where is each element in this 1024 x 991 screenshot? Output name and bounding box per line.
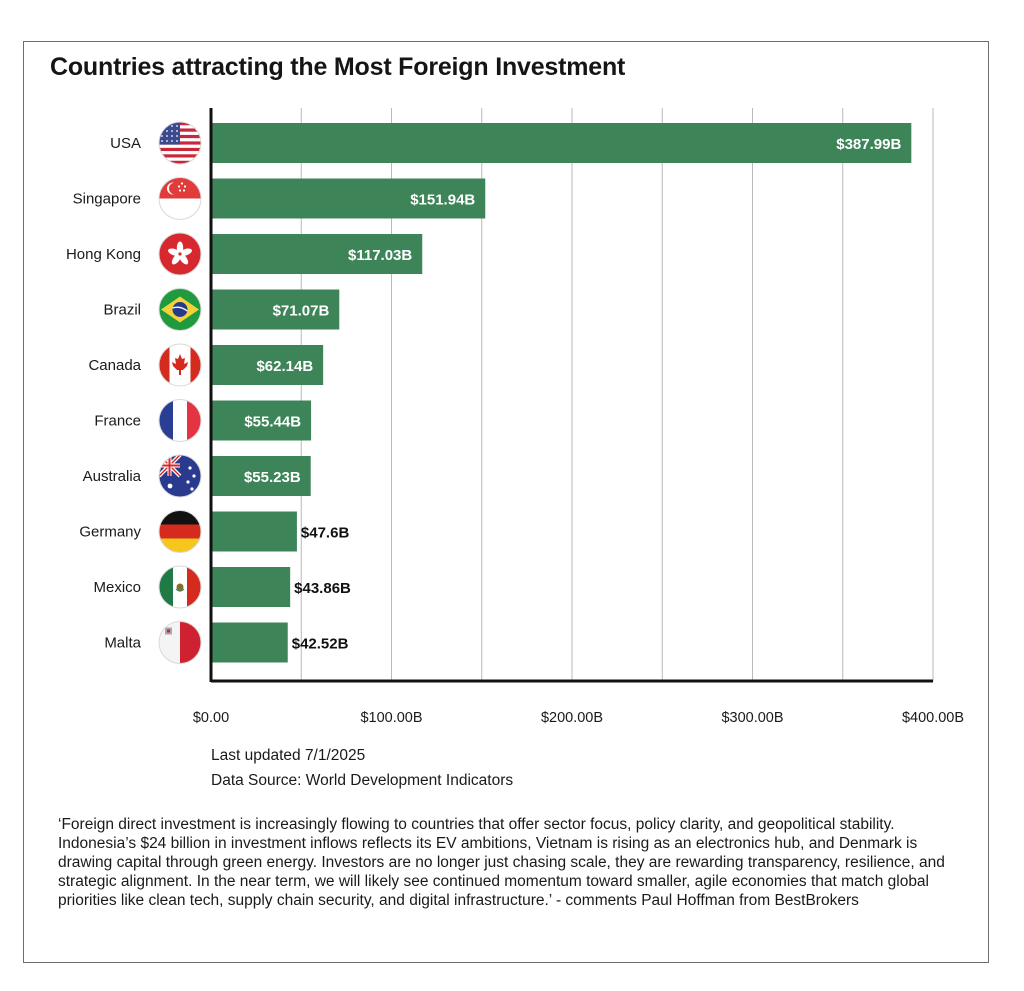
x-tick-label: $200.00B (541, 710, 603, 726)
data-source-note: Data Source: World Development Indicator… (211, 772, 514, 789)
france-flag-icon (158, 399, 202, 442)
singapore-flag-icon (158, 177, 202, 220)
category-label: Singapore (73, 191, 141, 208)
canada-flag-icon (158, 343, 202, 387)
chart-title: Countries attracting the Most Foreign In… (50, 53, 626, 81)
category-label: USA (110, 135, 141, 152)
value-label: $55.44B (244, 414, 301, 431)
last-updated-note: Last updated 7/1/2025 (211, 747, 366, 764)
australia-flag-icon (158, 454, 202, 498)
category-label: Brazil (103, 302, 141, 319)
category-label: France (94, 413, 141, 430)
value-label: $47.6B (301, 525, 350, 542)
bar-brazil (211, 289, 340, 330)
bar-singapore (211, 178, 486, 219)
bar-australia (211, 456, 311, 496)
value-label: $71.07B (273, 303, 330, 320)
value-label: $55.23B (244, 469, 301, 486)
category-label: Germany (79, 524, 141, 541)
brazil-flag-icon (158, 288, 202, 331)
category-label: Australia (83, 468, 142, 485)
category-label: Canada (88, 357, 141, 374)
x-tick-label: $0.00 (193, 710, 229, 726)
bar-mexico (211, 567, 291, 607)
value-label: $117.03B (348, 247, 412, 264)
bar-malta (211, 622, 288, 663)
value-label: $387.99B (836, 136, 901, 153)
category-label: Malta (104, 635, 141, 652)
x-tick-label: $100.00B (360, 710, 422, 726)
analyst-quote: ‘Foreign direct investment is increasing… (58, 816, 945, 909)
bar-france (211, 400, 312, 441)
value-label: $151.94B (410, 192, 475, 209)
value-label: $42.52B (292, 636, 349, 653)
bar-usa (211, 123, 912, 163)
hong-kong-flag-icon (158, 232, 202, 276)
value-label: $62.14B (256, 358, 313, 375)
x-tick-label: $300.00B (721, 710, 783, 726)
category-label: Hong Kong (66, 246, 141, 263)
bar-hong-kong (211, 234, 423, 274)
x-tick-label: $400.00B (902, 710, 964, 726)
value-label: $43.86B (294, 580, 351, 597)
bar-germany (211, 511, 297, 552)
malta-flag-icon (158, 621, 202, 664)
bar-canada (211, 345, 324, 385)
category-label: Mexico (93, 579, 141, 596)
chart-frame (23, 41, 989, 963)
mexico-flag-icon (158, 565, 202, 609)
germany-flag-icon (158, 510, 202, 553)
usa-flag-icon (158, 121, 202, 165)
